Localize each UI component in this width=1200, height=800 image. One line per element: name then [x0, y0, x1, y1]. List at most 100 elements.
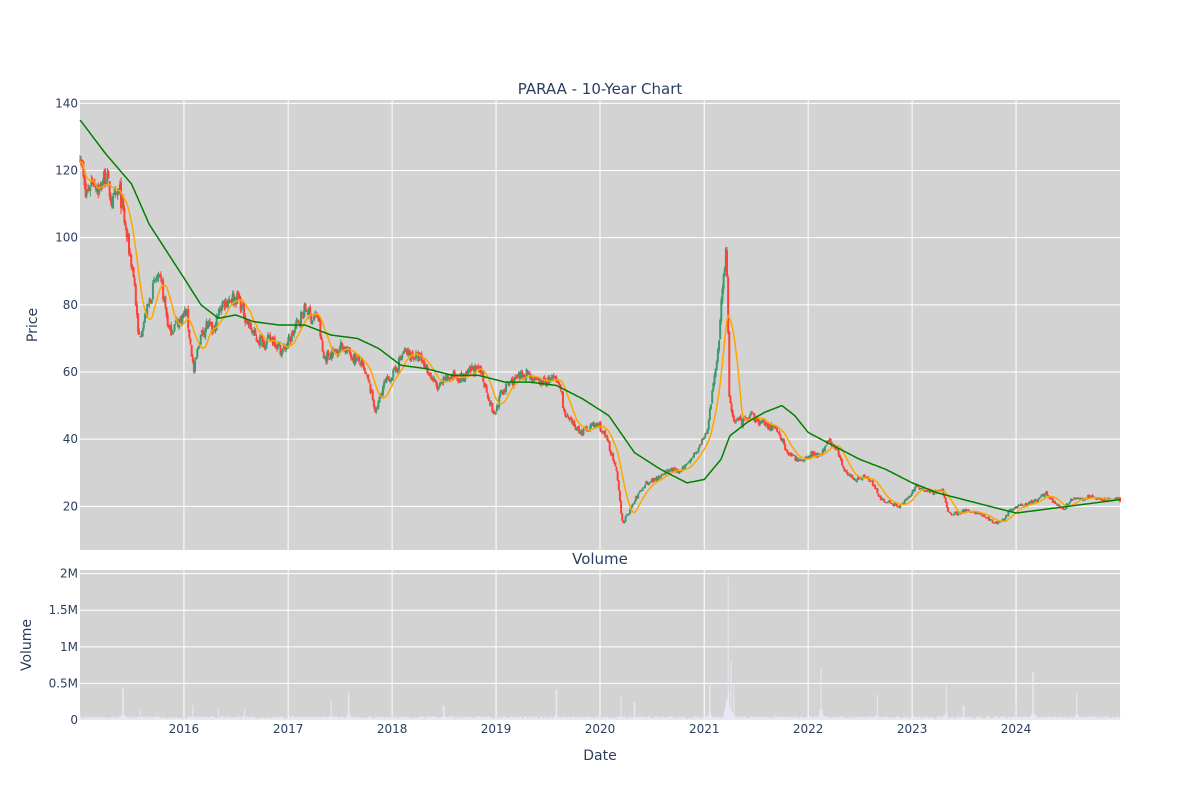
- volume-bar: [720, 718, 722, 720]
- volume-bar: [889, 718, 891, 720]
- volume-bar: [973, 718, 975, 720]
- volume-bar: [997, 718, 999, 720]
- volume-bar: [732, 713, 734, 720]
- volume-bar: [498, 717, 500, 720]
- candle: [1018, 504, 1021, 506]
- volume-bar: [1068, 718, 1070, 720]
- candle: [208, 318, 211, 327]
- candle: [350, 352, 353, 361]
- volume-bar: [133, 716, 135, 720]
- candle: [444, 373, 447, 381]
- volume-bar: [990, 718, 992, 720]
- volume-bar: [616, 718, 618, 720]
- volume-bar: [726, 701, 728, 720]
- volume-bar: [798, 718, 800, 720]
- volume-bar: [864, 718, 866, 720]
- volume-bar: [941, 717, 943, 720]
- volume-bar: [198, 716, 200, 720]
- candle: [369, 383, 372, 395]
- volume-bar: [770, 719, 772, 720]
- candle: [261, 333, 264, 348]
- candle: [109, 192, 112, 206]
- candle: [159, 271, 162, 283]
- volume-bar: [80, 716, 82, 720]
- candle: [304, 302, 307, 312]
- volume-bar: [532, 716, 534, 720]
- volume-bar: [512, 716, 514, 720]
- candle: [202, 326, 205, 337]
- volume-bar: [1103, 717, 1105, 720]
- volume-bar: [301, 717, 303, 720]
- volume-bar: [399, 716, 401, 720]
- volume-bar: [983, 718, 985, 720]
- candle: [707, 418, 710, 431]
- candle: [786, 449, 789, 454]
- volume-bar: [386, 718, 388, 720]
- volume-bar: [974, 717, 976, 720]
- volume-bar: [769, 717, 771, 720]
- volume-bar: [348, 692, 350, 720]
- volume-bar: [1059, 717, 1061, 720]
- volume-bar: [1033, 714, 1035, 720]
- candle: [85, 189, 88, 199]
- volume-bar: [551, 718, 553, 720]
- volume-bar: [887, 716, 889, 720]
- volume-bar: [187, 718, 189, 720]
- volume-bar: [515, 716, 517, 720]
- volume-bar: [119, 716, 121, 720]
- candle: [851, 474, 854, 480]
- volume-bar: [356, 717, 358, 720]
- volume-bar: [375, 716, 377, 720]
- volume-bar: [434, 716, 436, 720]
- candle: [695, 450, 698, 455]
- volume-bar: [295, 719, 297, 720]
- volume-bar: [699, 718, 701, 720]
- candle: [878, 495, 881, 498]
- volume-bar: [241, 717, 243, 720]
- volume-bar: [1015, 701, 1017, 720]
- volume-bar: [733, 683, 735, 720]
- volume-bar: [227, 718, 229, 720]
- volume-bar: [578, 718, 580, 720]
- volume-bar: [459, 719, 461, 720]
- volume-bar: [903, 716, 905, 720]
- candle: [147, 303, 150, 307]
- candle: [385, 376, 388, 384]
- volume-bar: [164, 717, 166, 720]
- volume-bar: [362, 717, 364, 720]
- volume-bar: [709, 712, 711, 720]
- volume-bar: [455, 717, 457, 720]
- volume-bar: [502, 717, 504, 720]
- volume-bar: [192, 716, 194, 720]
- volume-bar: [182, 718, 184, 720]
- volume-bar: [617, 716, 619, 720]
- volume-bar: [539, 716, 541, 720]
- candle: [380, 391, 383, 398]
- volume-bar: [1038, 717, 1040, 720]
- volume-bar: [228, 719, 230, 720]
- volume-bar: [322, 716, 324, 720]
- volume-bar: [410, 718, 412, 720]
- volume-bar: [545, 716, 547, 720]
- volume-bar: [921, 718, 923, 720]
- volume-bar: [585, 716, 587, 720]
- volume-bar: [653, 716, 655, 720]
- volume-bar: [701, 718, 703, 720]
- volume-bar: [879, 718, 881, 720]
- candle: [642, 487, 645, 489]
- candle: [714, 368, 717, 378]
- volume-bar: [594, 716, 596, 720]
- candle: [374, 405, 377, 413]
- volume-bar: [679, 718, 681, 720]
- candle: [166, 311, 169, 328]
- volume-bar: [82, 717, 84, 720]
- volume-bar: [282, 716, 284, 720]
- volume-bar: [142, 716, 144, 720]
- candle: [898, 506, 901, 509]
- candle: [810, 450, 813, 458]
- volume-bar: [467, 718, 469, 720]
- volume-bar: [254, 718, 256, 720]
- volume-bar: [346, 717, 348, 720]
- volume-bar: [521, 717, 523, 720]
- volume-bar: [151, 718, 153, 720]
